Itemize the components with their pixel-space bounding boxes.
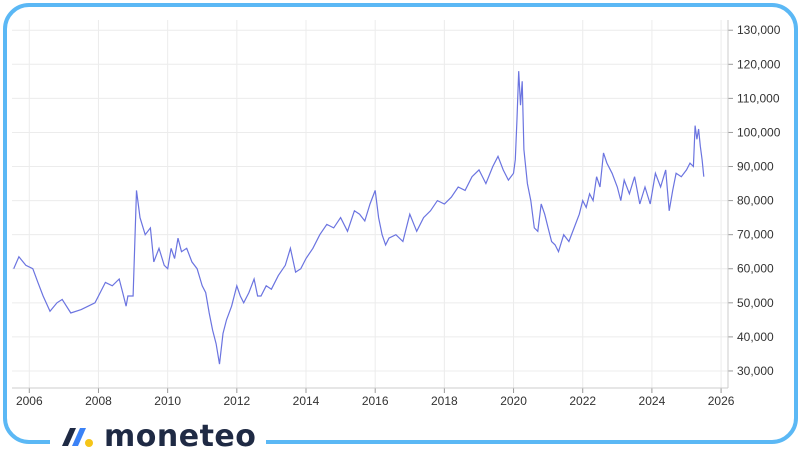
moneteo-logo-icon [62, 428, 93, 447]
x-tick-label: 2006 [16, 394, 43, 408]
x-tick-label: 2024 [639, 394, 666, 408]
price-line [13, 71, 705, 365]
x-tick-label: 2018 [431, 394, 458, 408]
x-tick-label: 2022 [569, 394, 596, 408]
x-tick-label: 2026 [708, 394, 735, 408]
y-tick-label: 40,000 [737, 330, 774, 344]
brand-logo-strip: moneteo [50, 418, 267, 454]
brand-name: moneteo [104, 418, 257, 454]
x-tick-label: 2012 [223, 394, 250, 408]
x-tick-label: 2010 [154, 394, 181, 408]
grid [12, 20, 728, 388]
x-tick-label: 2014 [293, 394, 320, 408]
y-tick-label: 30,000 [737, 364, 774, 378]
x-tick-label: 2008 [85, 394, 112, 408]
y-tick-label: 100,000 [737, 125, 781, 139]
y-tick-label: 70,000 [737, 228, 774, 242]
y-tick-label: 120,000 [737, 57, 781, 71]
y-tick-label: 50,000 [737, 296, 774, 310]
y-tick-label: 80,000 [737, 194, 774, 208]
x-axis-ticks: 2006 2008 2010 2012 2014 2016 2018 2020 2022 2024… [12, 387, 735, 408]
y-tick-label: 110,000 [737, 91, 780, 105]
y-axis-ticks: 30,000 40,000 50,000 60,000 70,000 80,000 90,0… [727, 20, 781, 388]
x-tick-label: 2016 [362, 394, 389, 408]
x-tick-label: 2020 [500, 394, 527, 408]
y-tick-label: 90,000 [737, 160, 774, 174]
y-tick-label: 130,000 [737, 23, 781, 37]
y-tick-label: 60,000 [737, 262, 774, 276]
